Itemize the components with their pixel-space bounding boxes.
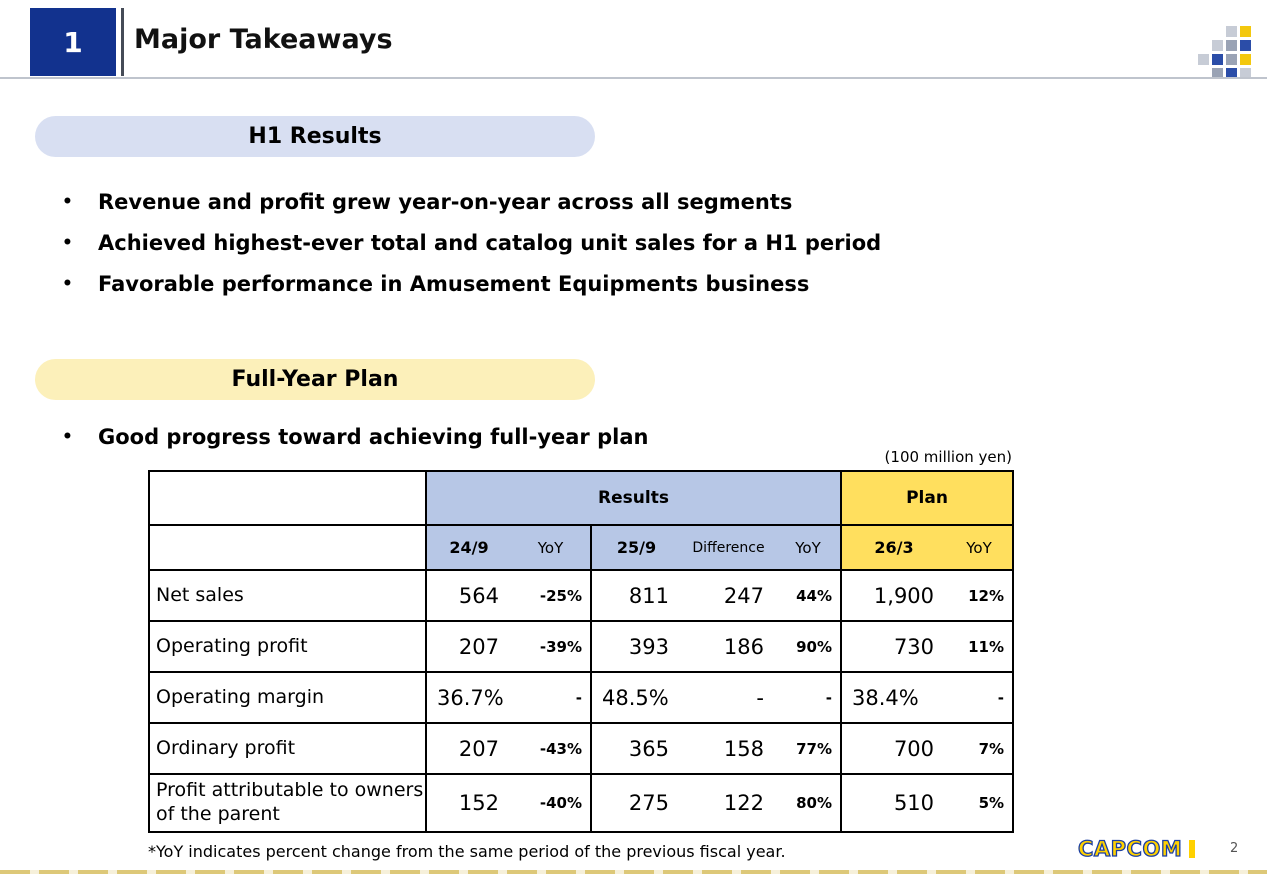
capcom-logo-text: CAPCOM: [1077, 836, 1183, 861]
table-cell: 1,900: [840, 570, 947, 622]
table-column-header-row: 24/9 YoY 25/9 Difference YoY 26/3 YoY: [149, 525, 1014, 571]
table-cell: 700: [840, 723, 947, 775]
table-cell: -: [946, 672, 1014, 724]
bullet-text: Favorable performance in Amusement Equip…: [98, 271, 810, 296]
table-cell: 38.4%: [840, 672, 947, 724]
table-cell: 158: [681, 723, 776, 775]
h1-results-heading: H1 Results: [35, 116, 595, 157]
table-cell: -: [681, 672, 776, 724]
table-cell: 730: [840, 621, 947, 673]
table-cell: 393: [590, 621, 681, 673]
table-cell: 5%: [946, 774, 1014, 833]
table-cell: 247: [681, 570, 776, 622]
column-header: 24/9: [425, 525, 511, 571]
bottom-accent-line: [0, 870, 1267, 874]
page-number: 2: [1230, 841, 1239, 856]
table-cell: -43%: [511, 723, 591, 775]
column-header: 25/9: [590, 525, 681, 571]
logo-bar: [1189, 840, 1196, 858]
row-label: Ordinary profit: [149, 723, 426, 775]
list-item: Favorable performance in Amusement Equip…: [55, 263, 881, 304]
column-header: 26/3: [840, 525, 947, 571]
capcom-logo: CAPCOM: [1077, 836, 1196, 862]
bullet-text: Achieved highest-ever total and catalog …: [98, 230, 882, 255]
table-row: Ordinary profit 207 -43% 365 158 77% 700…: [149, 723, 1014, 775]
column-header: YoY: [946, 525, 1014, 571]
row-label: Operating profit: [149, 621, 426, 673]
header-rule: [0, 77, 1267, 79]
slide-number-box: 1: [30, 8, 116, 76]
table-cell: 186: [681, 621, 776, 673]
table-cell: 77%: [776, 723, 842, 775]
list-item: Revenue and profit grew year-on-year acr…: [55, 181, 881, 222]
unit-note: (100 million yen): [884, 448, 1012, 466]
table-cell: 11%: [946, 621, 1014, 673]
row-label: Net sales: [149, 570, 426, 622]
full-year-plan-heading: Full-Year Plan: [35, 359, 595, 400]
table-cell: 12%: [946, 570, 1014, 622]
table-cell: 90%: [776, 621, 842, 673]
page-title: Major Takeaways: [134, 24, 393, 55]
table-cell: -39%: [511, 621, 591, 673]
table-cell: 122: [681, 774, 776, 833]
table-row: Operating profit 207 -39% 393 186 90% 73…: [149, 621, 1014, 673]
table-cell: -: [511, 672, 591, 724]
column-header: YoY: [511, 525, 591, 571]
full-year-plan-label: Full-Year Plan: [231, 367, 399, 392]
table-cell: 275: [590, 774, 681, 833]
table-cell: 44%: [776, 570, 842, 622]
table-group-header-row: Results Plan: [149, 471, 1014, 526]
slide-number: 1: [63, 25, 83, 59]
table-cell: -40%: [511, 774, 591, 833]
table-cell: 36.7%: [425, 672, 511, 724]
table-cell: 811: [590, 570, 681, 622]
table-cell: 207: [425, 723, 511, 775]
financial-table: Results Plan 24/9 YoY 25/9 Difference Yo…: [148, 470, 1015, 833]
plan-group-header: Plan: [840, 471, 1014, 526]
table-row: Profit attributable to owners of the par…: [149, 774, 1014, 833]
row-label: Profit attributable to owners of the par…: [149, 774, 426, 833]
table-row: Operating margin 36.7% - 48.5% - - 38.4%…: [149, 672, 1014, 724]
list-item: Good progress toward achieving full-year…: [55, 416, 648, 457]
table-cell: -: [776, 672, 842, 724]
table-cell: 48.5%: [590, 672, 681, 724]
table-cell: 564: [425, 570, 511, 622]
table-row: Net sales 564 -25% 811 247 44% 1,900 12%: [149, 570, 1014, 622]
bullet-text: Revenue and profit grew year-on-year acr…: [98, 189, 793, 214]
table-cell: 365: [590, 723, 681, 775]
list-item: Achieved highest-ever total and catalog …: [55, 222, 881, 263]
header-divider: [121, 8, 124, 76]
financial-table-wrapper: Results Plan 24/9 YoY 25/9 Difference Yo…: [148, 470, 1015, 833]
mosaic-decoration-icon: [1198, 26, 1251, 79]
table-cell: 152: [425, 774, 511, 833]
full-year-plan-bullet-list: Good progress toward achieving full-year…: [55, 416, 648, 457]
bullet-text: Good progress toward achieving full-year…: [98, 424, 649, 449]
h1-results-bullet-list: Revenue and profit grew year-on-year acr…: [55, 181, 881, 304]
footnote: *YoY indicates percent change from the s…: [148, 842, 786, 861]
h1-results-label: H1 Results: [248, 124, 382, 149]
table-cell: 510: [840, 774, 947, 833]
row-label: Operating margin: [149, 672, 426, 724]
table-cell: 207: [425, 621, 511, 673]
results-group-header: Results: [424, 471, 842, 526]
table-cell: -25%: [511, 570, 591, 622]
column-header: YoY: [776, 525, 842, 571]
table-cell: 7%: [946, 723, 1014, 775]
table-cell: 80%: [776, 774, 842, 833]
corner-cell: [149, 525, 426, 571]
column-header: Difference: [681, 525, 776, 571]
corner-cell: [149, 471, 426, 526]
